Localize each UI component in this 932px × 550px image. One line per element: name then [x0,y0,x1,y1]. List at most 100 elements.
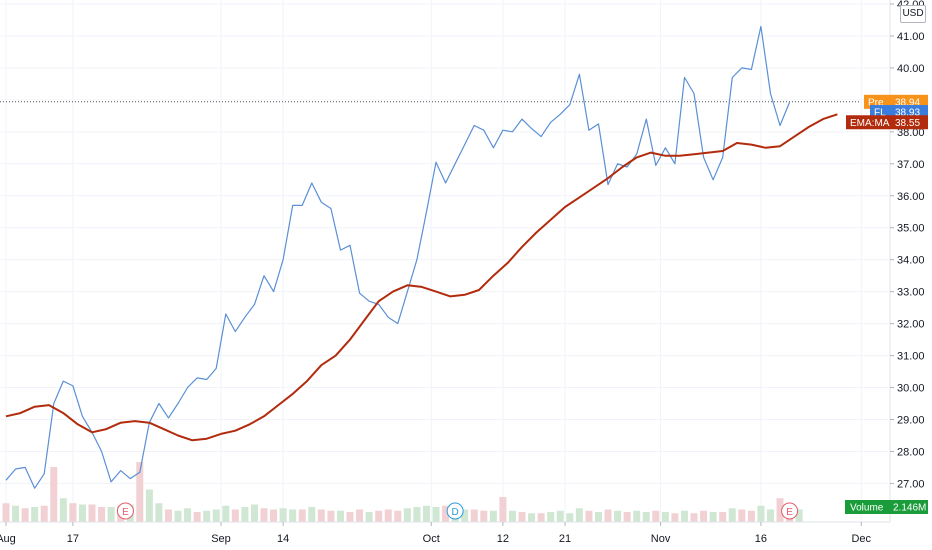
volume-bar [327,510,335,522]
y-tick-label: 38.00 [897,127,925,139]
volume-bar [78,504,86,522]
event-marker[interactable]: E [781,502,799,520]
volume-bar [575,508,583,522]
volume-bar [59,498,67,522]
price-tag-label: Pre [868,97,884,108]
price-tag-value: 38.93 [895,108,920,119]
volume-bar [480,510,488,522]
volume-tag-value-box [890,500,928,514]
volume-bar [528,513,536,522]
y-tick-label: 29.00 [897,414,925,426]
volume-bar [279,508,287,522]
volume-bar [623,512,631,522]
volume-bar [222,505,230,522]
fl-price-line [5,25,791,489]
volume-bar [585,510,593,522]
volume-bar [289,509,297,522]
volume-bar [795,509,803,522]
volume-bar [241,507,249,522]
volume-bar [728,508,736,522]
volume-bar [184,508,192,522]
volume-bar [766,509,774,522]
volume-tag-label: Volume [850,503,884,514]
volume-bar [174,510,182,522]
volume-bar [470,509,478,522]
price-tag-label-box [846,115,890,130]
volume-bar [336,510,344,522]
x-tick-label: 17 [67,533,79,545]
volume-bar [680,510,688,522]
x-tick-label: Aug [0,533,16,545]
volume-bar [747,510,755,522]
volume-bar [642,512,650,522]
x-tick-label: 14 [277,533,289,545]
volume-bar [566,513,574,522]
volume-bar [250,504,258,522]
price-tag-value-box [890,115,928,130]
x-tick-label: Sep [211,533,231,545]
event-marker-circle [116,502,134,520]
x-tick-label: 16 [755,533,767,545]
volume-bar [88,504,96,522]
volume-bar [69,503,77,522]
y-tick-label: 30.00 [897,383,925,395]
x-tick-label: Dec [851,533,871,545]
vertical-gridlines [5,0,862,522]
volume-bar [499,497,507,522]
volume-bar [738,509,746,522]
volume-bar [776,498,784,522]
volume-bar [547,512,555,522]
series-lines [5,25,838,489]
volume-bar [346,512,354,522]
y-tick-label: 41.00 [897,31,925,43]
price-tag-label: EMA:MA [850,118,890,129]
volume-bar [308,507,316,522]
volume-bar [413,507,421,522]
y-tick-label: 27.00 [897,478,925,490]
volume-bar [403,508,411,522]
event-marker[interactable]: D [446,502,464,520]
y-tick-label: 31.00 [897,351,925,363]
y-tick-label: 32.00 [897,319,925,331]
y-tick-label: 28.00 [897,446,925,458]
volume-bar [40,505,48,522]
volume-bar [260,508,268,522]
volume-bar [690,513,698,522]
volume-bar [21,508,29,522]
time-axis[interactable]: Aug 17 Sep 14 Oct 12 21 Nov 16 Dec [0,522,872,545]
y-tick-label: 35.00 [897,223,925,235]
volume-bar [442,505,450,522]
volume-bar [671,513,679,522]
currency-label[interactable]: USD [900,5,926,23]
x-tick-label: 12 [497,533,509,545]
volume-bar [231,509,239,522]
volume-bar [719,512,727,522]
volume-bar [298,509,306,522]
volume-bar [661,512,669,522]
y-tick-label: 40.00 [897,63,925,75]
event-marker[interactable]: E [116,502,134,520]
volume-bar [270,509,278,522]
event-marker-label: E [786,507,793,518]
price-axis[interactable]: 27.00 28.00 29.00 30.00 31.00 32.00 33.00 34.00… [890,0,925,490]
event-marker-label: D [452,507,459,518]
volume-bar [2,503,10,522]
volume-bar [508,510,516,522]
event-marker-circle [781,502,799,520]
volume-bar [614,510,622,522]
price-tag-label: FL [874,108,886,119]
y-tick-label: 37.00 [897,159,925,171]
volume-bar [652,510,660,522]
x-tick-label: Oct [423,533,440,545]
volume-bar [164,509,172,522]
ema-ma-line [5,113,838,442]
volume-bar [193,512,201,522]
volume-bar [317,509,325,522]
volume-bar [432,507,440,522]
volume-bar [594,512,602,522]
volume-bar [203,510,211,522]
y-tick-label: 33.00 [897,287,925,299]
volume-bar [556,510,564,522]
